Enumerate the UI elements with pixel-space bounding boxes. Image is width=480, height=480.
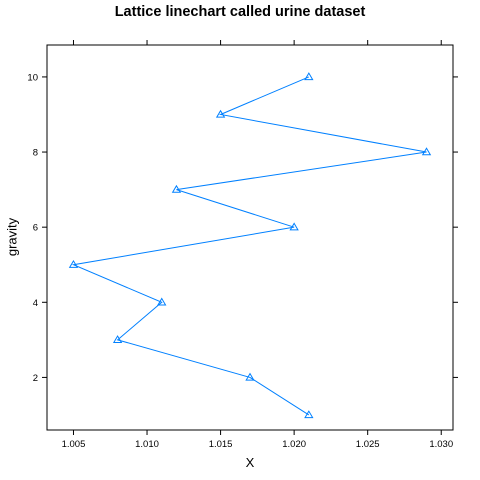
plot-frame: [47, 45, 453, 430]
y-tick-label: 2: [33, 373, 38, 384]
data-point-marker: [217, 111, 225, 117]
y-tick-label: 8: [33, 148, 38, 159]
x-tick-label: 1.025: [356, 439, 380, 450]
series-line: [73, 77, 426, 415]
x-tick-label: 1.010: [135, 439, 159, 450]
x-tick-label: 1.015: [209, 439, 233, 450]
x-tick-label: 1.005: [62, 439, 86, 450]
y-tick-label: 10: [27, 72, 38, 83]
y-tick-label: 4: [33, 298, 38, 309]
y-axis-label: gravity: [5, 218, 20, 256]
x-axis-label: X: [47, 455, 453, 470]
x-tick-label: 1.030: [429, 439, 453, 450]
data-point-marker: [305, 73, 313, 79]
y-tick-label: 6: [33, 223, 38, 234]
x-tick-label: 1.020: [282, 439, 306, 450]
data-point-marker: [158, 298, 166, 304]
